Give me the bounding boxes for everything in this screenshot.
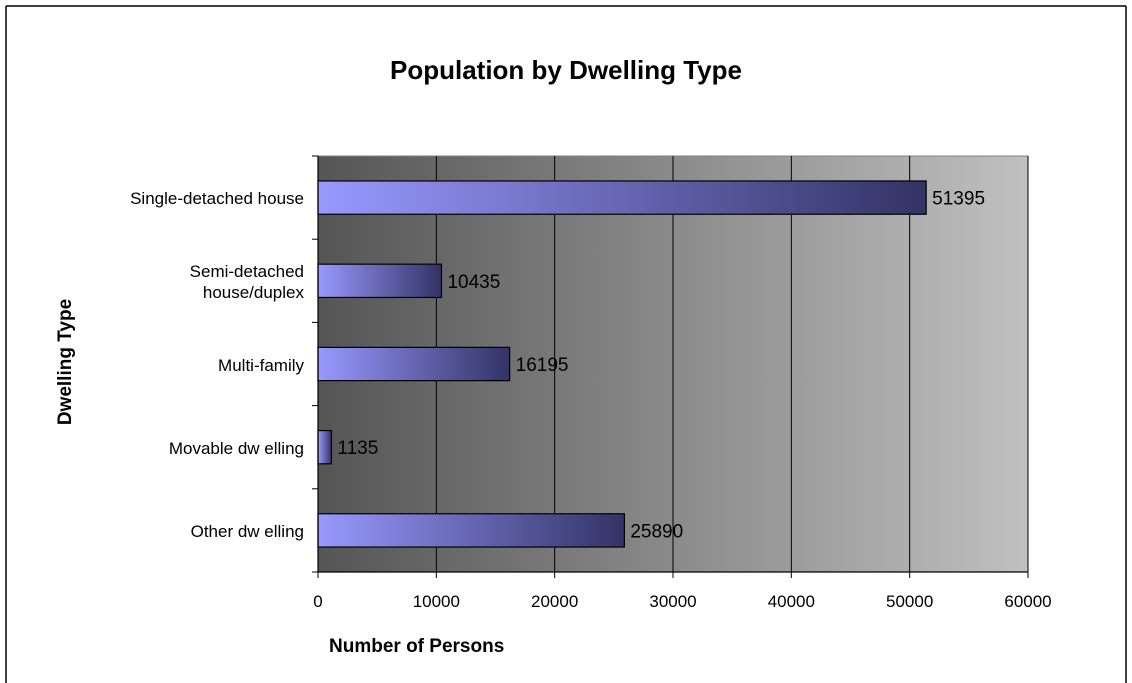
x-tick-label: 60000 — [1004, 592, 1051, 611]
category-label-line: Movable dw elling — [168, 438, 304, 458]
value-label: 10435 — [447, 272, 500, 293]
x-tick-labels: 0 10000 20000 30000 40000 50000 60000 — [313, 592, 1051, 611]
category-label: Multi-family — [4, 355, 304, 376]
category-label: Movable dw elling — [4, 438, 304, 459]
x-tick-label: 40000 — [768, 592, 815, 611]
bar — [317, 180, 927, 215]
x-axis-title: Number of Persons — [329, 636, 505, 657]
x-tick-label: 30000 — [649, 592, 696, 611]
category-label-line: Other dw elling — [190, 521, 304, 541]
bar — [317, 429, 333, 465]
x-tick-label: 10000 — [413, 592, 460, 611]
category-label: Other dw elling — [4, 521, 304, 542]
value-label: 25890 — [630, 521, 683, 542]
value-label: 16195 — [516, 355, 569, 376]
category-label-line: Single-detached house — [130, 189, 304, 209]
chart-title: Population by Dwelling Type — [390, 55, 742, 85]
x-tick-label: 50000 — [886, 592, 933, 611]
category-label-line: house/duplex — [202, 282, 304, 302]
bar — [317, 263, 443, 299]
bar — [317, 513, 625, 548]
value-label: 51395 — [932, 189, 985, 210]
category-label-line: Multi-family — [218, 355, 304, 375]
bars — [317, 180, 927, 548]
category-label: Semi-detached house/duplex — [4, 261, 304, 303]
category-label: Single-detached house — [4, 188, 304, 209]
bar — [317, 346, 511, 382]
value-label: 1135 — [337, 438, 378, 459]
category-label-line: Semi-detached — [189, 261, 304, 281]
axes — [312, 155, 1029, 578]
value-labels: 51395 10435 16195 1135 25890 — [337, 189, 985, 543]
x-tick-label: 20000 — [531, 592, 578, 611]
x-tick-label: 0 — [313, 592, 322, 611]
